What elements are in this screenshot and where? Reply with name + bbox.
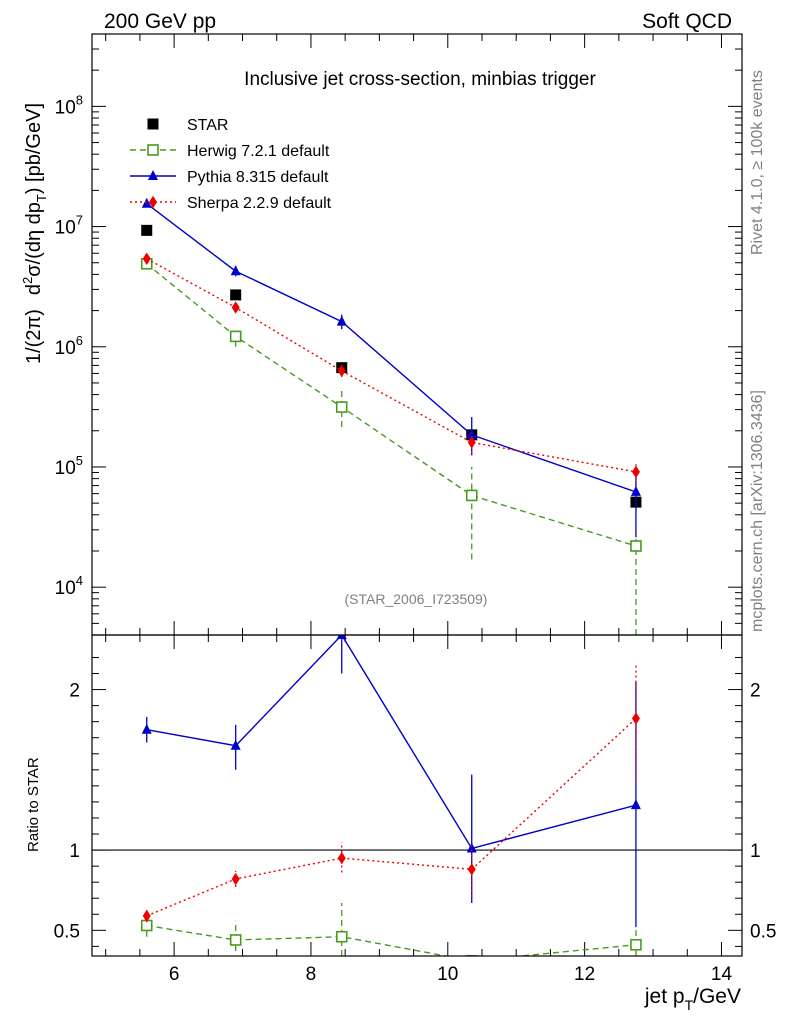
pythia-ratio-point	[466, 842, 477, 853]
ratio-tick-labels: 6 8 10 12 140.5 0.51 12 2	[54, 681, 777, 985]
y-tick-label: 107	[55, 213, 83, 239]
x-axis-label: jet pT/GeV	[644, 985, 741, 1013]
y-tick-exponent: 7	[76, 213, 83, 228]
xlabel-unit: /GeV	[693, 985, 741, 1008]
herwig-ratio-point	[630, 938, 642, 951]
herwig-point	[465, 489, 478, 502]
herwig-ratio-point	[229, 934, 242, 946]
sherpa-point	[142, 252, 151, 265]
x-tick-label: 14	[711, 964, 733, 985]
sherpa-point	[631, 465, 640, 479]
ratio-axis-ticks	[92, 635, 742, 956]
herwig-ratio-point	[335, 930, 348, 943]
ratio-frame	[91, 634, 743, 957]
pythia-ratio-point	[630, 799, 641, 810]
legend-label-pythia: Pythia 8.315 default	[187, 169, 329, 186]
y-tick-base: 10	[55, 218, 76, 239]
pythia-line	[146, 203, 637, 493]
ylabel-prefix: 1/(2π)	[23, 309, 45, 364]
side-label-bottom: mcplots.cern.ch [arXiv:1306.3436]	[749, 390, 766, 632]
star-point	[141, 224, 153, 236]
herwig-point	[630, 540, 642, 552]
y-tick-exponent: 8	[76, 92, 83, 107]
ratio-panel: 6 8 10 12 140.5 0.51 12 2 Ratio to STAR jet pT/…	[25, 634, 777, 1013]
y-tick-label-right: 2	[750, 681, 761, 702]
xlabel-sub: T	[685, 997, 694, 1013]
ylabel-unit: ) [pb/GeV]	[23, 103, 45, 194]
legend-marker-sherpa	[149, 195, 157, 209]
y-tick-base: 10	[55, 97, 76, 118]
sherpa-ratio-line	[146, 717, 637, 917]
x-tick-label: 6	[169, 964, 180, 985]
legend-marker-herwig	[147, 144, 159, 156]
herwig-point	[335, 401, 348, 413]
sherpa-ratio-point	[337, 851, 346, 865]
y-tick-label: 106	[55, 333, 83, 359]
y-tick-label-left: 0.5	[54, 921, 80, 942]
pythia-point	[466, 428, 477, 439]
y-tick-label-left: 2	[69, 681, 80, 702]
x-tick-label: 8	[306, 964, 317, 985]
chart-title: Inclusive jet cross-section, minbias tri…	[244, 69, 596, 90]
y-tick-base: 10	[55, 338, 76, 359]
sherpa-ratio-point	[631, 712, 640, 725]
sherpa-point	[467, 436, 476, 449]
pythia-point	[336, 315, 347, 326]
star-point	[230, 289, 242, 301]
side-label-top: Rivet 4.1.0, ≥ 100k events	[749, 70, 766, 255]
header-left: 200 GeV pp	[104, 10, 216, 33]
y-tick-exponent: 6	[76, 333, 83, 348]
sherpa-ratio-point	[467, 863, 476, 876]
y-tick-label-right: 1	[750, 841, 761, 862]
pythia-ratio-line	[146, 635, 637, 850]
y-tick-label: 105	[55, 453, 83, 479]
ratio-y-axis-label: Ratio to STAR	[25, 757, 42, 852]
main-y-axis-label: 1/(2π) d2σ/(dη dpT) [pb/GeV]	[20, 103, 49, 364]
herwig-ratio-point	[465, 955, 478, 956]
pythia-ratio-point	[336, 635, 347, 639]
sherpa-point	[231, 301, 240, 314]
y-tick-label-left: 1	[69, 841, 80, 862]
y-tick-label: 108	[55, 92, 83, 118]
sherpa-point	[337, 364, 346, 378]
analysis-id: (STAR_2006_I723509)	[345, 591, 488, 607]
sherpa-ratio-point	[231, 872, 240, 886]
y-tick-label-right: 0.5	[750, 921, 776, 942]
ratio-series	[140, 635, 642, 956]
xlabel-main: jet p	[644, 985, 685, 1008]
y-tick-label: 104	[55, 573, 83, 599]
pythia-ratio-point	[230, 739, 241, 750]
x-tick-label: 10	[437, 964, 458, 985]
sherpa-ratio-point	[142, 909, 151, 923]
herwig-line	[146, 263, 637, 547]
ylabel-T: T	[34, 194, 49, 202]
ylabel-d: d	[23, 284, 45, 295]
y-tick-base: 10	[55, 458, 76, 479]
legend-label-star: STAR	[187, 117, 228, 134]
y-tick-base: 10	[55, 578, 76, 599]
y-tick-exponent: 4	[76, 573, 83, 588]
y-tick-exponent: 5	[76, 453, 83, 468]
legend: STAR Herwig 7.2.1 default Pythia 8.315 def…	[130, 117, 332, 212]
pythia-point	[230, 265, 241, 276]
main-series	[140, 197, 642, 635]
ylabel-sigma: σ/(dη dp	[23, 202, 45, 277]
x-tick-label: 12	[574, 964, 595, 985]
main-panel: Inclusive jet cross-section, minbias tri…	[20, 33, 743, 636]
herwig-point	[229, 330, 242, 343]
header-right: Soft QCD	[642, 10, 732, 33]
legend-label-herwig: Herwig 7.2.1 default	[187, 143, 330, 160]
legend-label-sherpa: Sherpa 2.2.9 default	[187, 195, 332, 212]
pythia-ratio-point	[141, 723, 152, 734]
pythia-point	[630, 485, 641, 496]
legend-marker-pythia	[148, 170, 158, 180]
legend-marker-star	[147, 118, 159, 130]
ylabel-2: 2	[20, 277, 35, 284]
